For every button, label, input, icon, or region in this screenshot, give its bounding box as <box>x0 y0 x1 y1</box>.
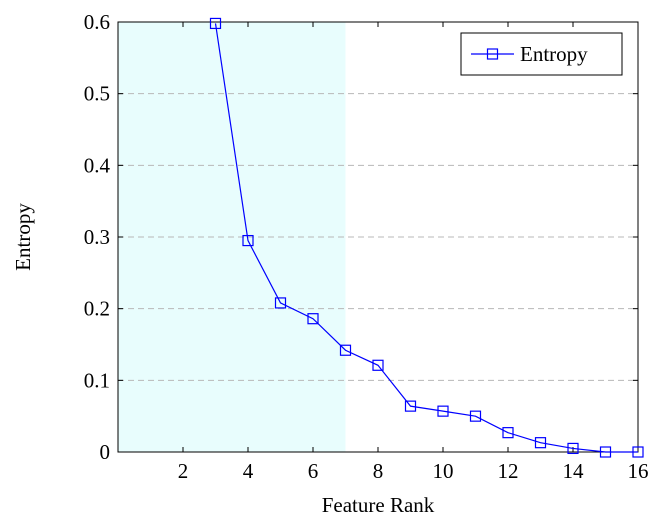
x-tick-label: 12 <box>498 459 519 483</box>
y-tick-label: 0.2 <box>84 297 110 321</box>
data-point-marker <box>404 400 417 412</box>
data-point-marker <box>437 405 449 417</box>
data-point-marker <box>274 297 287 309</box>
x-tick-label: 14 <box>563 459 585 483</box>
data-point-marker <box>599 446 612 458</box>
legend-label: Entropy <box>520 42 588 66</box>
data-point-marker <box>242 234 254 247</box>
y-tick-label: 0.6 <box>84 10 110 34</box>
tick-layer: 0 0.1 0.2 0.3 0.4 0.5 0.6 2 4 6 8 10 12 14 16 <box>84 10 649 483</box>
y-tick-label: 0 <box>100 440 111 464</box>
x-tick-label: 10 <box>433 459 454 483</box>
x-tick-label: 2 <box>178 459 189 483</box>
data-point-marker <box>307 313 319 325</box>
series-layer <box>209 17 644 458</box>
y-axis-label: Entropy <box>11 203 35 271</box>
grid-layer <box>118 93 638 381</box>
data-point-marker <box>209 17 222 30</box>
x-tick-label: 6 <box>308 459 319 483</box>
data-point-marker <box>534 437 547 449</box>
x-tick-label: 8 <box>373 459 384 483</box>
x-axis-label: Feature Rank <box>322 493 435 517</box>
y-tick-label: 0.1 <box>84 368 110 392</box>
data-point-marker <box>567 442 579 455</box>
x-tick-label: 16 <box>628 459 649 483</box>
y-tick-label: 0.3 <box>84 225 110 249</box>
data-point-marker <box>372 359 384 371</box>
legend: Entropy <box>460 32 623 76</box>
data-point-marker <box>632 446 644 458</box>
data-point-marker <box>339 344 352 356</box>
legend-square-marker <box>486 48 499 60</box>
y-tick-label: 0.5 <box>84 82 110 106</box>
data-point-marker <box>502 427 514 439</box>
data-point-marker <box>469 410 482 422</box>
y-tick-label: 0.4 <box>84 153 111 177</box>
x-tick-label: 4 <box>243 459 254 483</box>
